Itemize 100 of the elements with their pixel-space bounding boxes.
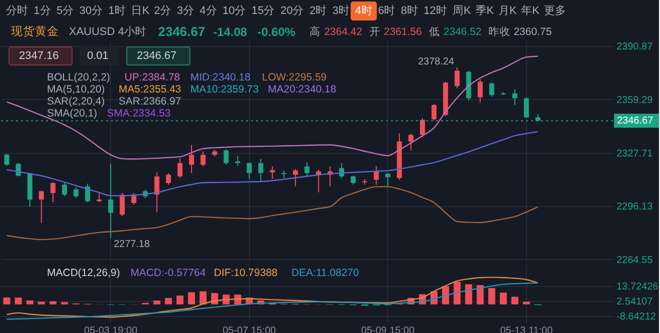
text: 2时 <box>309 4 327 17</box>
annotation: SMA(20,1) <box>47 108 98 120</box>
candlestick <box>62 182 68 197</box>
y-tick-label: 2264.55 <box>616 254 654 266</box>
text: 5分 <box>56 5 74 17</box>
text: 1时 <box>108 4 126 17</box>
text: 2360.75 <box>514 26 552 38</box>
bar <box>500 292 507 304</box>
text: 10分 <box>222 5 246 17</box>
candlestick <box>432 103 437 122</box>
text: 3时 <box>332 4 350 17</box>
y-tick-label: 2390.87 <box>616 42 654 53</box>
bar <box>3 298 10 304</box>
candlestick <box>38 190 44 224</box>
text: 月K <box>498 5 518 17</box>
candlestick <box>339 162 344 179</box>
text: 30分 <box>79 5 103 17</box>
y-tick-label: -8.64212 <box>616 311 656 322</box>
candlestick <box>408 133 414 151</box>
candlestick <box>489 82 494 98</box>
text: 20分 <box>280 5 304 17</box>
text: 3分 <box>176 5 194 17</box>
annotation: MA10:2359.73 <box>190 84 259 96</box>
bar <box>26 300 34 304</box>
text: 4时 <box>355 4 372 17</box>
annotation: UP:2384.78 <box>124 72 180 84</box>
candlestick <box>177 158 182 178</box>
candlestick <box>258 158 264 182</box>
text: 15分 <box>252 5 275 17</box>
text: 日K <box>131 5 150 17</box>
y-tick-label: 2296.13 <box>616 202 654 213</box>
text: 周K <box>452 5 472 17</box>
annotation: 2346.67 <box>136 50 177 62</box>
text: XAUUSD <box>69 26 115 38</box>
text: 6时 <box>378 4 396 17</box>
candlestick <box>292 168 298 187</box>
candlestick <box>4 153 10 166</box>
text: 高 <box>310 25 321 38</box>
annotation: MA5:2355.43 <box>118 84 182 96</box>
line-series <box>6 282 539 320</box>
y-tick-label: 2359.29 <box>616 94 654 106</box>
text: 2346.52 <box>444 26 482 38</box>
candlestick <box>50 182 56 203</box>
candlestick <box>524 96 529 119</box>
annotation: 2378.24 <box>418 56 455 68</box>
bar <box>442 286 450 304</box>
bar <box>511 296 518 304</box>
text: 低 <box>429 26 440 38</box>
text: 开 <box>369 26 380 38</box>
annotation: 0.01 <box>87 50 109 62</box>
annotation: MA20:2340.18 <box>268 84 336 96</box>
candlestick <box>246 162 252 180</box>
text: 昨收 <box>488 26 511 38</box>
candlestick <box>200 150 206 167</box>
candlestick <box>304 162 310 176</box>
text: 1分 <box>34 5 51 17</box>
candlestick <box>385 172 390 187</box>
ref-line-label: 2346.67 <box>617 116 654 127</box>
annotation: LOW:2295.59 <box>262 72 327 84</box>
annotation: SAR:2366.97 <box>118 96 182 108</box>
candlestick <box>374 165 379 186</box>
bar <box>49 301 56 304</box>
bar <box>188 292 196 304</box>
y-tick-label: 2.54107 <box>616 296 654 308</box>
bar <box>465 284 472 304</box>
text: 2346.67 <box>158 24 206 39</box>
bar <box>200 291 207 304</box>
annotation: MID:2340.18 <box>190 72 251 84</box>
text: 现货黄金 <box>11 25 59 38</box>
text: 8时 <box>400 4 418 17</box>
text: 季K <box>475 4 494 17</box>
text: 分时 <box>6 4 28 17</box>
text: 2361.56 <box>384 26 422 38</box>
annotation: SAR(2,20,4) <box>47 96 105 108</box>
annotation: 2347.16 <box>19 50 59 62</box>
bar <box>38 302 45 304</box>
candlestick <box>512 88 518 106</box>
candlestick <box>478 78 483 104</box>
candlestick <box>189 144 194 174</box>
annotation: 2277.18 <box>114 239 150 250</box>
annotation: MA(5,10,20) <box>47 84 105 96</box>
bar <box>454 282 461 304</box>
bar <box>476 285 484 304</box>
candlestick <box>120 192 125 217</box>
candlestick <box>420 118 425 138</box>
candlestick <box>166 172 171 186</box>
text: -0.60% <box>257 25 296 39</box>
text: 年K <box>521 5 540 17</box>
candlestick <box>16 162 21 177</box>
bar <box>14 298 22 304</box>
bar <box>176 296 184 304</box>
bar <box>522 302 530 304</box>
y-tick-label: 2327.71 <box>616 148 654 160</box>
annotation: MACD:-0.57764 <box>130 267 206 279</box>
candlestick <box>74 186 79 199</box>
bar <box>153 300 160 304</box>
annotation: BOLL(20,2,2) <box>47 72 110 84</box>
candlestick <box>270 166 275 180</box>
bar <box>488 288 496 304</box>
annotation: MACD(12,26,9) <box>47 267 120 279</box>
